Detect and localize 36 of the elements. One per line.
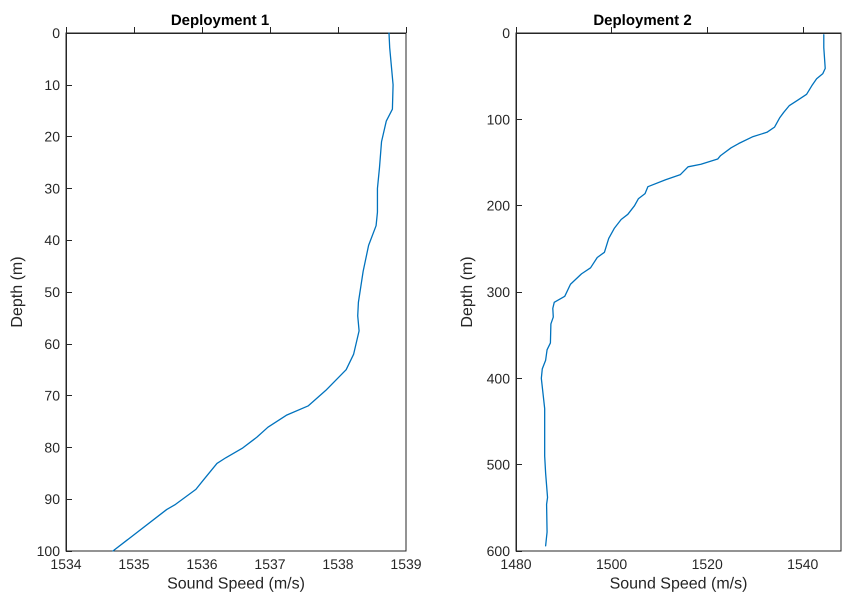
chart-title: Deployment 1 <box>170 12 270 29</box>
y-tick-label: 10 <box>44 76 60 93</box>
y-tick-label: 100 <box>486 111 510 128</box>
x-tick-label: 1500 <box>596 556 628 572</box>
y-tick-label: 0 <box>52 25 60 41</box>
y-tick-label: 300 <box>486 284 510 300</box>
y-tick-label: 90 <box>44 491 60 508</box>
x-axis-title: Sound Speed (m/s) <box>610 575 748 592</box>
y-tick-label: 70 <box>44 388 60 404</box>
chart-title: Deployment 2 <box>593 12 692 29</box>
y-tick-label: 20 <box>44 128 60 145</box>
x-tick-label: 1538 <box>322 556 354 572</box>
y-tick-label: 30 <box>44 180 60 196</box>
x-tick-label: 1537 <box>254 556 286 572</box>
x-tick-label: 1520 <box>692 556 723 572</box>
line-series <box>540 34 826 546</box>
x-tick-label: 1480 <box>500 556 532 572</box>
y-tick-label: 0 <box>502 25 510 41</box>
y-tick-label: 80 <box>44 439 60 456</box>
x-tick-label: 1535 <box>118 556 150 572</box>
y-axis-title: Depth (m) <box>459 256 476 328</box>
x-tick-label: 1539 <box>390 556 422 572</box>
y-tick-label: 50 <box>44 284 60 300</box>
y-tick-label: 40 <box>44 232 60 248</box>
y-axis-title: Depth (m) <box>9 256 26 328</box>
x-tick-label: 1534 <box>50 556 82 572</box>
x-axis-title: Sound Speed (m/s) <box>167 575 305 592</box>
y-tick-label: 500 <box>486 456 510 473</box>
line-series <box>112 32 394 552</box>
x-tick-label: 1536 <box>186 556 218 572</box>
y-tick-label: 200 <box>486 198 510 214</box>
y-tick-label: 600 <box>486 543 510 559</box>
y-tick-label: 100 <box>36 543 60 559</box>
x-tick-label: 1540 <box>787 556 819 572</box>
y-tick-label: 60 <box>44 336 60 352</box>
y-tick-label: 400 <box>486 370 510 386</box>
